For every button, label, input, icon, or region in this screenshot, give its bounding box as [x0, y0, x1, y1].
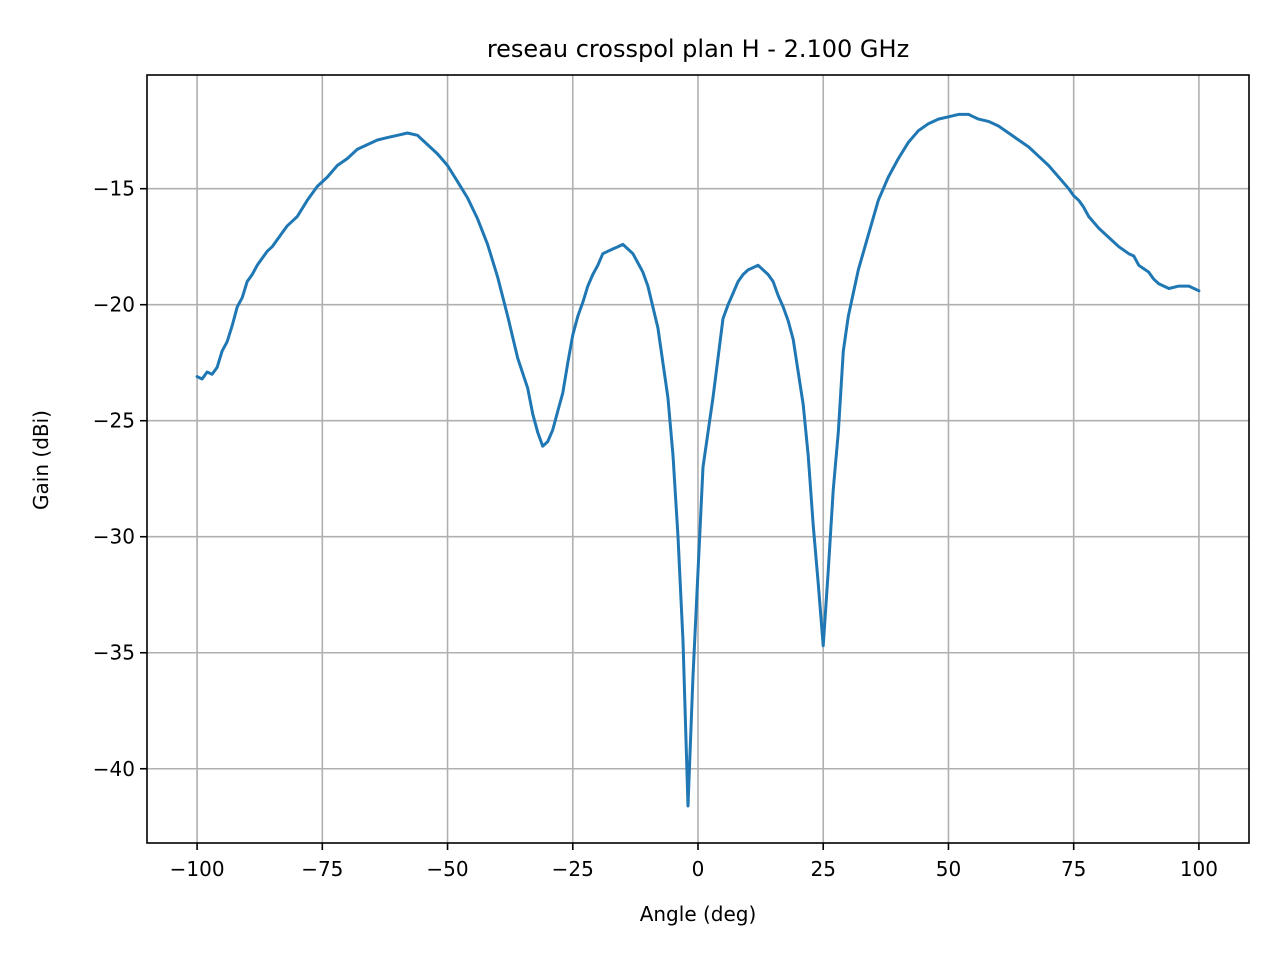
y-tick-label: −15: [93, 177, 135, 201]
x-tick-label: −100: [170, 857, 225, 881]
x-tick-label: −75: [301, 857, 343, 881]
y-tick-label: −25: [93, 409, 135, 433]
x-tick-label: −50: [426, 857, 468, 881]
tick-marks: [140, 187, 1200, 850]
y-tick-label: −35: [93, 641, 135, 665]
series-line: [195, 112, 1201, 808]
tick-labels: −100 −75 −50 −25 0 25 50 75 100 −15 −20 −25 −30 −35 −4…: [93, 177, 1218, 881]
y-tick-label: −20: [93, 293, 135, 317]
x-tick-label: 75: [1061, 857, 1086, 881]
x-tick-label: 100: [1180, 857, 1218, 881]
x-tick-label: 50: [936, 857, 961, 881]
x-tick-label: 25: [811, 857, 836, 881]
series-layer: [195, 112, 1201, 808]
y-tick-label: −40: [93, 757, 135, 781]
x-tick-label: 0: [692, 857, 705, 881]
x-tick-label: −25: [552, 857, 594, 881]
plot-frame: [146, 74, 1250, 844]
y-tick-label: −30: [93, 525, 135, 549]
y-axis-label: Gain (dBi): [29, 410, 53, 510]
chart-title: reseau crosspol plan H - 2.100 GHz: [487, 35, 909, 63]
x-axis-label: Angle (deg): [640, 902, 757, 926]
grid-lines: [147, 75, 1249, 843]
